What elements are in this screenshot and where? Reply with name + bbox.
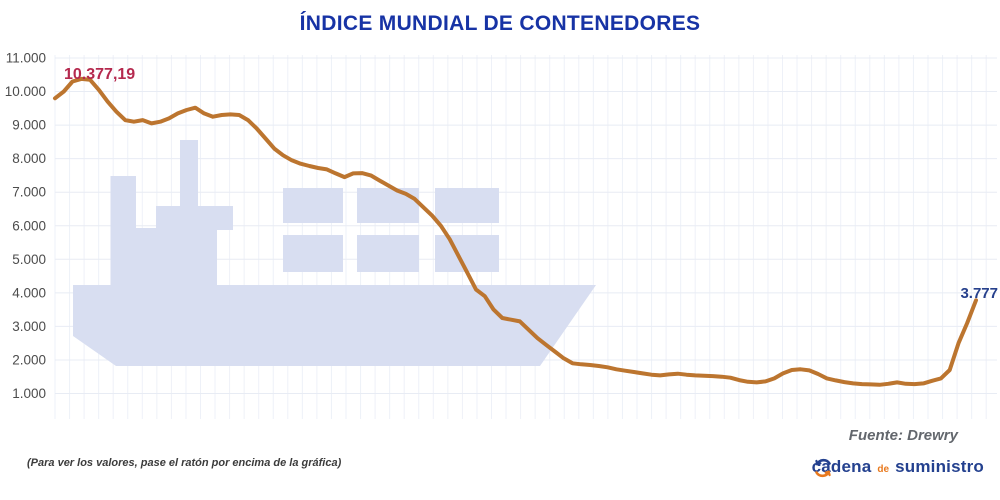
ship-block: [435, 235, 499, 272]
ship-block: [180, 140, 198, 206]
peak-value-label: 10.377,19: [64, 66, 136, 83]
cadena-de-suministro-logo[interactable]: cadena de suministro: [812, 457, 984, 478]
y-tick-label: 7.000: [12, 185, 46, 200]
ship-block: [357, 235, 419, 272]
ship-block: [156, 206, 217, 285]
ship-block: [435, 188, 499, 223]
ship-hull: [73, 285, 596, 366]
y-tick-label: 9.000: [12, 118, 46, 133]
ship-block: [283, 188, 343, 223]
y-tick-label: 4.000: [12, 285, 46, 300]
ship-block: [357, 188, 419, 223]
index-line[interactable]: [53, 76, 978, 387]
y-tick-label: 8.000: [12, 151, 46, 166]
latest-value-label: 3.777: [960, 285, 998, 302]
ship-block: [283, 235, 343, 272]
container-ship-watermark: [73, 140, 596, 366]
logo-word-suministro: suministro: [895, 457, 984, 476]
source-credit: Fuente: Drewry: [848, 427, 958, 444]
logo-word-de: de: [877, 464, 890, 475]
y-tick-label: 5.000: [12, 252, 46, 267]
y-tick-label: 10.000: [5, 84, 46, 99]
ship-block: [110, 176, 136, 285]
y-tick-label: 2.000: [12, 352, 46, 367]
sync-arrows-icon: [814, 458, 831, 478]
y-tick-label: 1.000: [12, 386, 46, 401]
y-tick-label: 11.000: [6, 51, 46, 66]
y-tick-label: 3.000: [12, 319, 46, 334]
y-tick-label: 6.000: [12, 218, 46, 233]
hover-hint-note: (Para ver los valores, pase el ratón por…: [27, 457, 342, 469]
ship-block: [217, 206, 233, 230]
ship-block: [136, 228, 156, 285]
chart-title: ÍNDICE MUNDIAL DE CONTENEDORES: [299, 12, 701, 35]
